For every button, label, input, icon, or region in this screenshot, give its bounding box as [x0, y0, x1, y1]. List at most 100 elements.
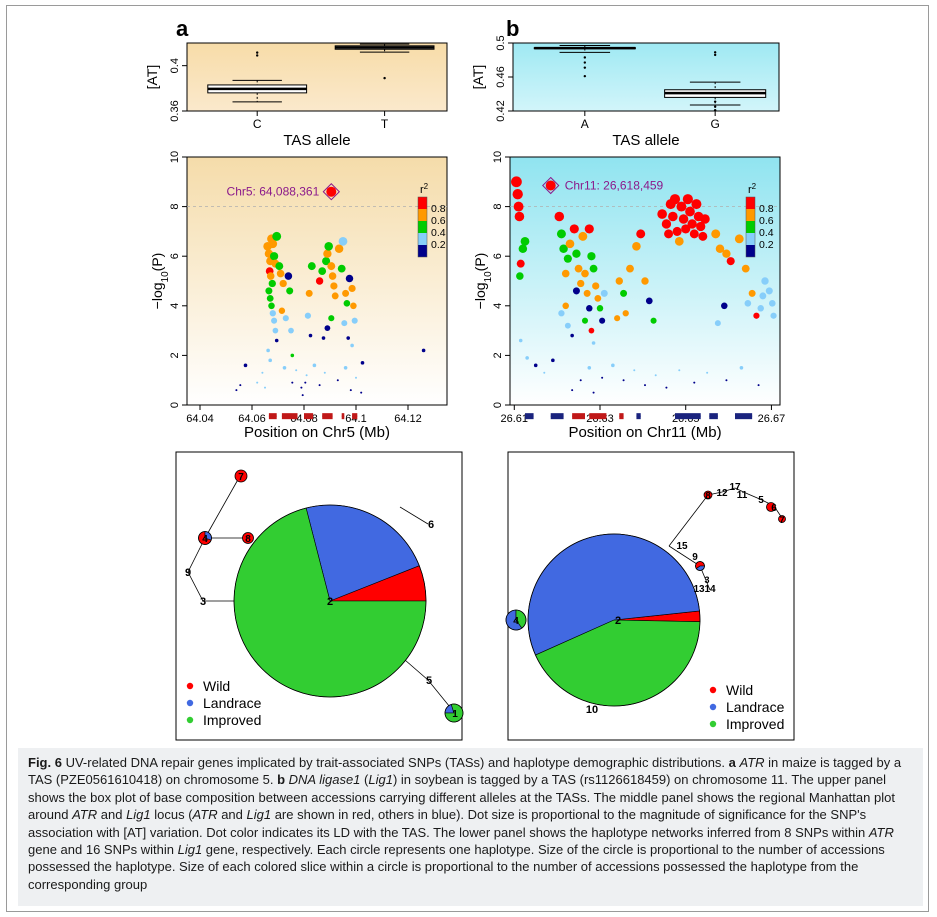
x-tick-label: 26.61 — [501, 413, 529, 425]
snp-point — [266, 294, 274, 302]
ld-scale-title-r: r — [748, 184, 752, 196]
snp-point — [586, 305, 593, 312]
gene-exon-block — [550, 413, 564, 420]
gene-exon-block — [525, 413, 534, 420]
haplotype-label: 6 — [771, 503, 777, 514]
figure-caption: Fig. 6 UV-related DNA repair genes impli… — [18, 748, 923, 906]
legend-label-landrace: Landrace — [726, 699, 785, 715]
snp-point — [672, 226, 682, 236]
snp-point — [243, 363, 248, 368]
y-axis-title-tail: (P) — [472, 253, 488, 272]
snp-point — [636, 229, 646, 239]
haplotype-circle — [234, 469, 248, 483]
haplotype-label: 4 — [513, 616, 519, 627]
snp-point — [239, 384, 242, 387]
legend-marker-improved — [186, 716, 194, 724]
snp-point — [685, 206, 695, 217]
snp-point — [338, 236, 348, 246]
gene-exon-block — [304, 413, 314, 420]
caption-segment: gene, respectively. Each circle represen… — [28, 842, 885, 892]
snp-point — [304, 312, 312, 319]
gene-exon-block — [281, 413, 298, 420]
snp-point — [284, 272, 293, 280]
gene-exon-block — [636, 413, 641, 420]
snp-point — [682, 194, 693, 205]
snp-point — [620, 289, 628, 297]
snp-point — [518, 338, 523, 343]
box-outlier — [583, 66, 587, 69]
gene-exon-block — [322, 413, 333, 420]
caption-segment: b — [277, 772, 289, 788]
snp-point — [689, 229, 699, 239]
snp-point — [360, 391, 363, 394]
snp-point — [337, 264, 346, 273]
ld-scale-tick: 0.4 — [759, 227, 774, 239]
lead-snp-point — [326, 186, 337, 197]
legend-marker-improved — [709, 720, 717, 728]
ld-scale-title: r2 — [748, 182, 757, 197]
ld-color-scale — [417, 196, 428, 258]
haplotype-label: 1 — [452, 709, 458, 720]
snp-point — [664, 229, 674, 239]
snp-point — [518, 244, 528, 254]
figure-frame — [6, 5, 929, 912]
haplotype-label: 9 — [185, 567, 191, 579]
y-tick-label: 0 — [492, 402, 504, 408]
snp-point — [346, 336, 351, 340]
caption-segment: in maize is tagged by a TAS (PZE05616104… — [28, 755, 902, 788]
y-tick-label: 0.46 — [495, 66, 507, 87]
lead-snp-label: Chr11: 26,618,459 — [565, 179, 664, 193]
snp-point — [343, 366, 348, 370]
y-tick-label: 4 — [169, 303, 181, 309]
y-tick-label: 0 — [169, 402, 181, 408]
x-tick-label: T — [381, 117, 389, 131]
snp-point — [698, 231, 708, 241]
snp-point — [579, 379, 582, 382]
caption-segment: DNA ligase1 — [288, 772, 361, 788]
ld-scale-tick: 0.2 — [759, 239, 774, 251]
snp-point — [324, 325, 331, 332]
haplotype-circle — [242, 532, 254, 544]
haplotype-label: 6 — [428, 519, 434, 531]
haplotype-circle — [703, 490, 713, 500]
snp-point — [343, 300, 351, 307]
ld-scale-title-sup: 2 — [424, 182, 429, 191]
x-tick-label: 64.12 — [394, 413, 422, 425]
snp-point — [668, 211, 678, 222]
box-outlier — [583, 61, 587, 64]
snp-point — [622, 379, 625, 382]
caption-segment: Lig1 — [177, 842, 203, 858]
snp-point — [614, 315, 621, 322]
snp-point — [266, 348, 270, 353]
snp-point — [669, 194, 681, 205]
snp-point — [520, 236, 530, 246]
gene-exon-block — [709, 413, 718, 420]
snp-point — [516, 272, 524, 280]
legend-marker-landrace — [709, 703, 717, 711]
legend-label-improved: Improved — [203, 712, 261, 728]
caption-segment: ( — [360, 772, 369, 788]
haplotype-circle-outline — [198, 531, 212, 545]
snp-point — [645, 297, 653, 305]
snp-point — [269, 310, 276, 317]
snp-point — [571, 389, 574, 392]
y-tick-label: 2 — [492, 352, 504, 358]
snp-point — [305, 289, 313, 297]
snp-point — [687, 219, 697, 229]
snp-point — [330, 282, 338, 290]
caption-segment: Lig1 — [126, 807, 151, 823]
snp-point — [644, 384, 646, 387]
snp-point — [696, 221, 706, 232]
y-tick-label: 10 — [169, 151, 181, 163]
snp-point — [641, 277, 649, 285]
snp-point — [761, 277, 769, 285]
snp-point — [564, 322, 571, 329]
gene-exon-block — [341, 413, 345, 420]
x-axis-title: Position on Chr11 (Mb) — [568, 424, 721, 441]
ld-scale-tick: 0.4 — [431, 227, 446, 239]
snp-point — [291, 381, 294, 384]
snp-point — [266, 272, 275, 280]
snp-point — [572, 287, 580, 295]
snp-point — [304, 381, 307, 384]
